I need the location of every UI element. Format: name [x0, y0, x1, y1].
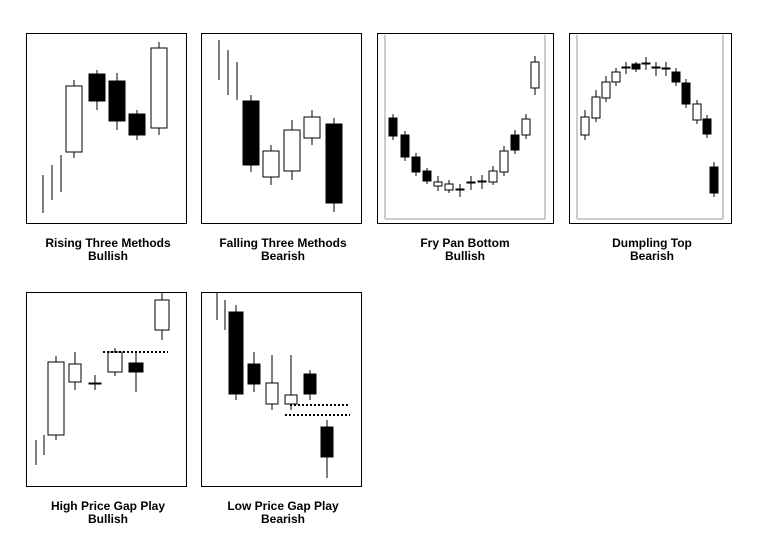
candle-body [400, 134, 410, 158]
candle-body [601, 81, 611, 99]
candle-body [247, 363, 261, 385]
candle-body [108, 80, 126, 122]
candle-body [228, 311, 244, 395]
candle-body [388, 117, 398, 137]
candle-body [433, 181, 443, 187]
candle-body [488, 170, 498, 183]
candle-body [466, 181, 476, 184]
candle-body [107, 351, 123, 373]
candle-body [325, 123, 343, 204]
panel-title: Low Price Gap Play [227, 499, 339, 513]
panel-subtitle: Bullish [445, 249, 485, 263]
panel-title: Fry Pan Bottom [420, 236, 509, 250]
candle-body [681, 82, 691, 105]
candle-body [283, 129, 301, 172]
panel-subtitle: Bearish [261, 512, 305, 526]
panel-title: High Price Gap Play [51, 499, 165, 513]
candle-body [455, 188, 465, 191]
candle-body [661, 67, 671, 70]
candle-body [692, 103, 702, 121]
candle-body [411, 156, 421, 173]
candle-body [88, 382, 102, 385]
candle-body [702, 118, 712, 135]
candle-body [641, 62, 651, 65]
candle-body [530, 61, 540, 89]
candle-body [709, 166, 719, 194]
candle-body [444, 183, 454, 191]
candle-body [631, 63, 641, 70]
candle-body [265, 382, 279, 405]
candle-body [422, 170, 432, 182]
panel-title: Dumpling Top [612, 236, 692, 250]
candle-body [510, 134, 520, 151]
candle-body [303, 116, 321, 139]
panel-subtitle: Bullish [88, 249, 128, 263]
candle-body [68, 363, 82, 383]
candle-body [150, 47, 168, 129]
candle-body [303, 373, 317, 395]
candle-body [499, 150, 509, 173]
candle-body [47, 361, 65, 436]
panel-subtitle: Bullish [88, 512, 128, 526]
candle-body [88, 73, 106, 102]
candle-body [580, 116, 590, 136]
panel-subtitle: Bearish [261, 249, 305, 263]
panel-frame [201, 292, 362, 487]
candle-body [262, 150, 280, 178]
candle-body [154, 299, 170, 331]
candle-body [128, 113, 146, 136]
candle-body [671, 71, 681, 83]
candle-body [284, 394, 298, 405]
panel-title: Falling Three Methods [219, 236, 347, 250]
candle-body [242, 100, 260, 166]
candle-body [65, 85, 83, 153]
panel-subtitle: Bearish [630, 249, 674, 263]
candle-body [477, 180, 487, 183]
candle-body [591, 96, 601, 119]
candle-body [651, 66, 661, 69]
candle-body [128, 362, 144, 373]
candle-body [611, 71, 621, 83]
candle-body [521, 118, 531, 136]
candle-body [320, 426, 334, 458]
panel-title: Rising Three Methods [45, 236, 171, 250]
candle-body [621, 66, 631, 69]
